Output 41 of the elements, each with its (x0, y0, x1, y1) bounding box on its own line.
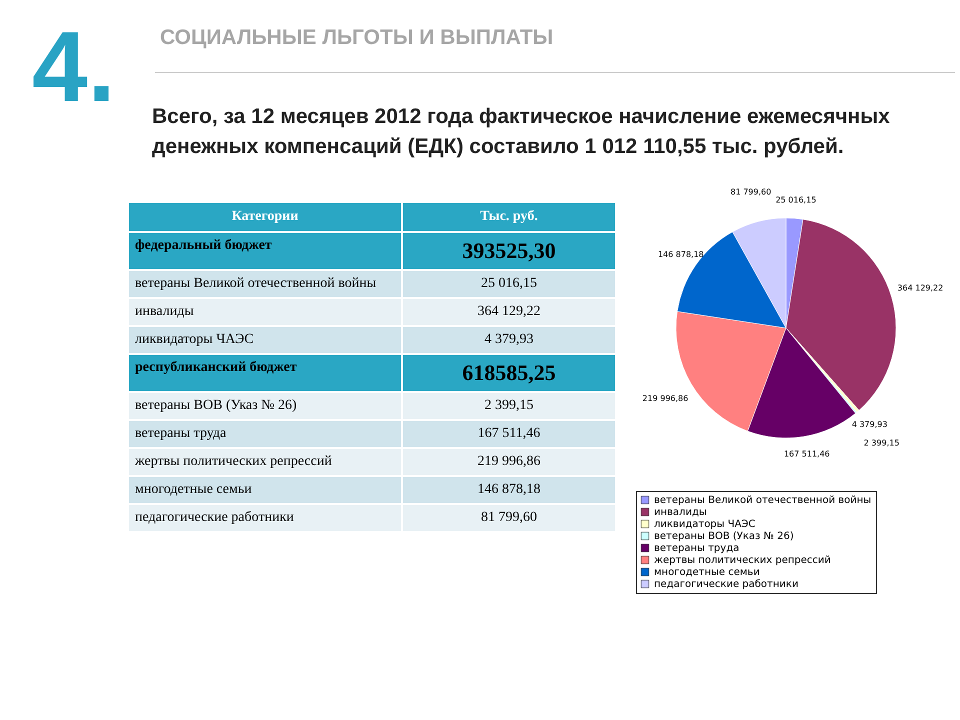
text: 146 878,18 (478, 482, 540, 497)
text: 4 379,93 (484, 332, 534, 347)
category-label: жертвы политических репрессий (135, 454, 332, 469)
category-label: педагогические работники (135, 510, 294, 525)
category-label: ветераны Великой отечественной войны (135, 276, 376, 291)
category-label: ликвидаторы ЧАЭС (135, 332, 254, 347)
text: 81 799,60 (481, 510, 537, 525)
text: 25 016,15 (481, 276, 537, 291)
chart-subtitle: Всего, за 12 месяцев 2012 года фактическое начисление ежемесячных денежных компенсаций (ЕДК) составило 1 012 110,55 тыс. рублей. (152, 104, 891, 160)
text: 618585,25 (403, 355, 615, 391)
legend-label: ликвидаторы ЧАЭС (654, 519, 756, 530)
legend-label: жертвы политических репрессий (654, 555, 831, 566)
text: 393525,30 (403, 233, 615, 269)
data-label: 167 511,46 (784, 449, 830, 458)
text: Категории (129, 203, 401, 231)
data-label: 146 878,18 (658, 250, 704, 259)
data-label: 364 129,22 (897, 284, 944, 293)
data-label: 219 996,86 (642, 394, 688, 403)
text: 219 996,86 (478, 454, 540, 469)
text: 2 399,15 (484, 398, 534, 413)
text: 4. (32, 10, 116, 125)
text: федеральный бюджет (129, 233, 401, 269)
data-label: 81 799,60 (730, 187, 772, 196)
data-label: 2 399,15 (864, 438, 900, 448)
legend-label: педагогические работники (654, 579, 798, 590)
data-label: 25 016,15 (776, 195, 816, 204)
text: 167 511,46 (478, 426, 540, 441)
text: СОЦИАЛЬНЫЕ ЛЬГОТЫ И ВЫПЛАТЫ (160, 26, 554, 50)
legend-label: многодетные семьи (654, 567, 760, 578)
category-label: ветераны труда (135, 426, 226, 441)
legend-label: ветераны Великой отечественной войны (654, 495, 872, 506)
data-label: 4 379,93 (852, 420, 888, 429)
text: 364 129,22 (478, 304, 540, 319)
text: республиканский бюджет (129, 355, 401, 391)
legend-label: инвалиды (654, 507, 707, 518)
category-label: многодетные семьи (135, 482, 252, 497)
legend-label: ветераны ВОВ (Указ № 26) (654, 531, 794, 542)
category-label: инвалиды (135, 304, 194, 319)
text: Тыс. руб. (403, 203, 615, 231)
category-label: ветераны ВОВ (Указ № 26) (135, 398, 297, 413)
legend-label: ветераны труда (654, 543, 740, 554)
